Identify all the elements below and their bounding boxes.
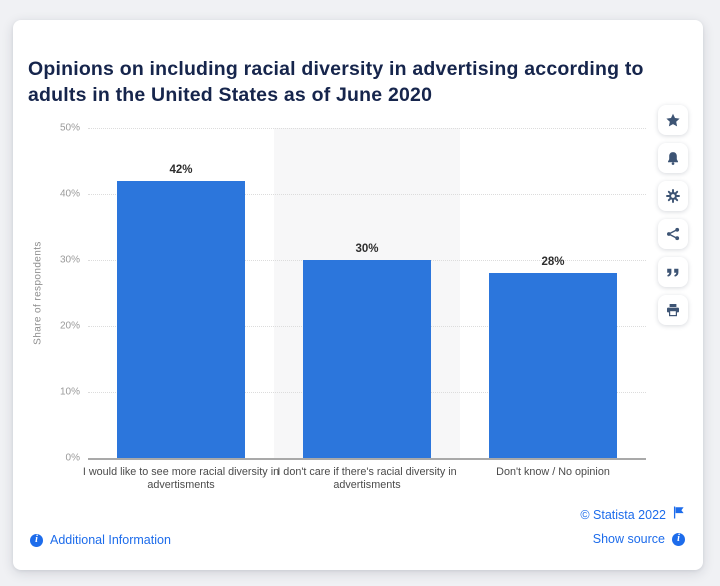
show-source-label[interactable]: Show source (592, 532, 665, 546)
bar[interactable] (303, 260, 431, 458)
share-button[interactable] (658, 219, 688, 249)
cite-button[interactable] (658, 257, 688, 287)
print-button[interactable] (658, 295, 688, 325)
additional-information-label[interactable]: Additional Information (50, 533, 171, 547)
y-tick-label: 0% (65, 452, 80, 464)
show-source-link[interactable]: Show source i (593, 532, 685, 546)
settings-button[interactable] (658, 181, 688, 211)
bar[interactable] (489, 273, 617, 458)
x-axis-line (88, 458, 646, 460)
alerts-button[interactable] (658, 143, 688, 173)
y-tick-label: 10% (59, 386, 80, 398)
y-tick-label: 30% (59, 254, 80, 266)
bell-icon (666, 151, 680, 165)
share-icon (666, 227, 680, 241)
gridline (88, 194, 646, 195)
bar-value-label: 30% (355, 243, 379, 255)
statista-copyright-link[interactable]: © Statista 2022 (580, 508, 666, 522)
bar-value-label: 42% (169, 163, 193, 176)
chart-title: Opinions on including racial diversity i… (28, 58, 644, 107)
bar-value-label: 28% (541, 256, 565, 269)
category-label: I would like to see more racial diversit… (82, 466, 280, 491)
bar[interactable] (117, 180, 245, 458)
info-icon: i (30, 533, 43, 547)
y-tick-label: 50% (59, 122, 80, 134)
plot-area: Share of respondents 0% 10% 20% 30% 40% 50% 42… (13, 20, 703, 570)
favorite-button[interactable] (658, 105, 688, 135)
star-icon (666, 113, 680, 127)
info-icon: i (672, 532, 685, 546)
quote-icon (666, 265, 680, 279)
category-label: Don't know / No opinion (496, 466, 610, 478)
category-label: I don't care if there's racial diversity… (277, 466, 457, 491)
chart-card: Opinions on including racial diversity i… (13, 20, 703, 570)
flag-icon[interactable] (673, 506, 685, 524)
y-tick-label: 20% (59, 320, 80, 332)
gridline (88, 128, 646, 129)
printer-icon (666, 303, 680, 317)
y-tick-label: 40% (59, 188, 80, 200)
gear-icon (666, 189, 680, 203)
additional-information-link[interactable]: i Additional Information (30, 533, 171, 547)
